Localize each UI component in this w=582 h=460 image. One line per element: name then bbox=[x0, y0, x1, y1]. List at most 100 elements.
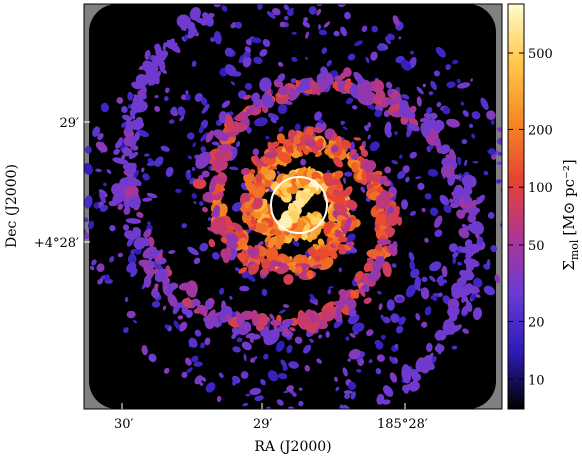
emission-clump bbox=[230, 22, 237, 29]
emission-clump bbox=[338, 288, 347, 297]
emission-clump bbox=[75, 207, 83, 215]
emission-clump bbox=[303, 344, 312, 354]
emission-clump bbox=[434, 229, 443, 237]
emission-clump bbox=[103, 182, 107, 187]
emission-clump bbox=[141, 167, 145, 173]
emission-clump bbox=[187, 27, 197, 39]
emission-clump bbox=[189, 7, 201, 21]
emission-clump bbox=[334, 376, 338, 382]
emission-clump bbox=[92, 126, 101, 138]
emission-clump bbox=[415, 176, 422, 180]
emission-clump bbox=[471, 133, 476, 139]
emission-clump bbox=[456, 78, 461, 84]
emission-clump bbox=[299, 78, 311, 91]
emission-clump bbox=[372, 180, 379, 187]
emission-clump bbox=[405, 284, 416, 298]
emission-clump bbox=[475, 207, 480, 213]
emission-clump bbox=[109, 225, 116, 232]
emission-clump bbox=[231, 326, 241, 336]
emission-clump bbox=[337, 236, 348, 243]
emission-clump bbox=[470, 78, 473, 82]
emission-clump bbox=[408, 251, 415, 262]
emission-clump bbox=[204, 337, 211, 346]
emission-clump bbox=[446, 81, 456, 89]
emission-clump bbox=[193, 201, 197, 204]
emission-clump bbox=[262, 39, 271, 47]
emission-clump bbox=[143, 228, 152, 239]
emission-clump bbox=[375, 368, 382, 375]
emission-clump bbox=[327, 288, 332, 295]
emission-clump bbox=[288, 361, 299, 369]
emission-clump bbox=[244, 180, 258, 195]
x-tick-label: 29′ bbox=[253, 417, 273, 432]
emission-clump bbox=[240, 204, 254, 213]
emission-clump bbox=[442, 322, 452, 333]
emission-clump bbox=[426, 107, 433, 114]
emission-clump bbox=[292, 240, 300, 247]
emission-clump bbox=[290, 78, 297, 84]
emission-clump bbox=[129, 110, 136, 120]
emission-clump bbox=[442, 106, 451, 115]
emission-clump bbox=[294, 266, 303, 274]
emission-clump bbox=[247, 247, 259, 258]
colorbar-frame bbox=[507, 3, 525, 410]
emission-clump bbox=[344, 188, 352, 196]
emission-clump bbox=[249, 387, 262, 396]
emission-clump bbox=[367, 122, 372, 128]
emission-clump bbox=[483, 285, 495, 296]
emission-clump bbox=[191, 167, 196, 171]
emission-clump bbox=[278, 138, 287, 144]
emission-clump bbox=[154, 95, 159, 99]
emission-clump bbox=[200, 146, 207, 153]
emission-clump bbox=[322, 172, 334, 185]
emission-clump bbox=[392, 15, 400, 27]
emission-clump bbox=[391, 160, 399, 165]
emission-clump bbox=[142, 197, 153, 202]
emission-clump bbox=[392, 111, 401, 118]
emission-clump bbox=[345, 97, 354, 105]
emission-clump bbox=[448, 243, 458, 253]
emission-clump bbox=[390, 313, 400, 323]
emission-clump bbox=[333, 189, 341, 196]
emission-clump bbox=[289, 327, 296, 332]
emission-clump bbox=[201, 308, 208, 317]
emission-clump bbox=[122, 162, 135, 171]
emission-clump bbox=[309, 293, 315, 300]
emission-clump bbox=[382, 261, 392, 278]
emission-clump bbox=[159, 67, 168, 74]
emission-clump bbox=[130, 248, 136, 255]
emission-clump bbox=[340, 26, 348, 37]
emission-clump bbox=[218, 172, 226, 179]
emission-clump bbox=[371, 79, 385, 93]
y-axis: 29′ +4°28′ Dec (J2000) bbox=[4, 116, 90, 251]
emission-clump bbox=[278, 86, 289, 96]
emission-clump bbox=[375, 244, 383, 252]
emission-clump bbox=[441, 265, 448, 278]
emission-clump bbox=[414, 276, 421, 291]
emission-clump bbox=[242, 402, 249, 407]
emission-clump bbox=[77, 204, 83, 210]
colorbar-tick-label: 500 bbox=[528, 47, 553, 62]
emission-clump bbox=[244, 82, 253, 90]
emission-clump bbox=[166, 284, 175, 294]
emission-clump bbox=[181, 223, 187, 229]
emission-clump bbox=[265, 135, 270, 140]
emission-clump bbox=[251, 37, 262, 44]
emission-clump bbox=[84, 146, 92, 154]
emission-clump bbox=[141, 344, 148, 356]
emission-clump bbox=[321, 47, 328, 54]
emission-clump bbox=[497, 137, 502, 145]
emission-clump bbox=[136, 129, 149, 138]
emission-clump bbox=[461, 295, 467, 303]
emission-clump bbox=[452, 256, 457, 265]
emission-clump bbox=[371, 25, 379, 33]
emission-clump bbox=[209, 175, 218, 193]
colorbar-label-subscript: mol bbox=[568, 239, 581, 260]
emission-clump bbox=[211, 158, 228, 172]
emission-clump bbox=[336, 184, 344, 189]
emission-clump bbox=[97, 133, 104, 141]
emission-clump bbox=[97, 278, 104, 285]
x-tick-label: 185°28′ bbox=[377, 417, 428, 432]
emission-clump bbox=[425, 358, 432, 367]
